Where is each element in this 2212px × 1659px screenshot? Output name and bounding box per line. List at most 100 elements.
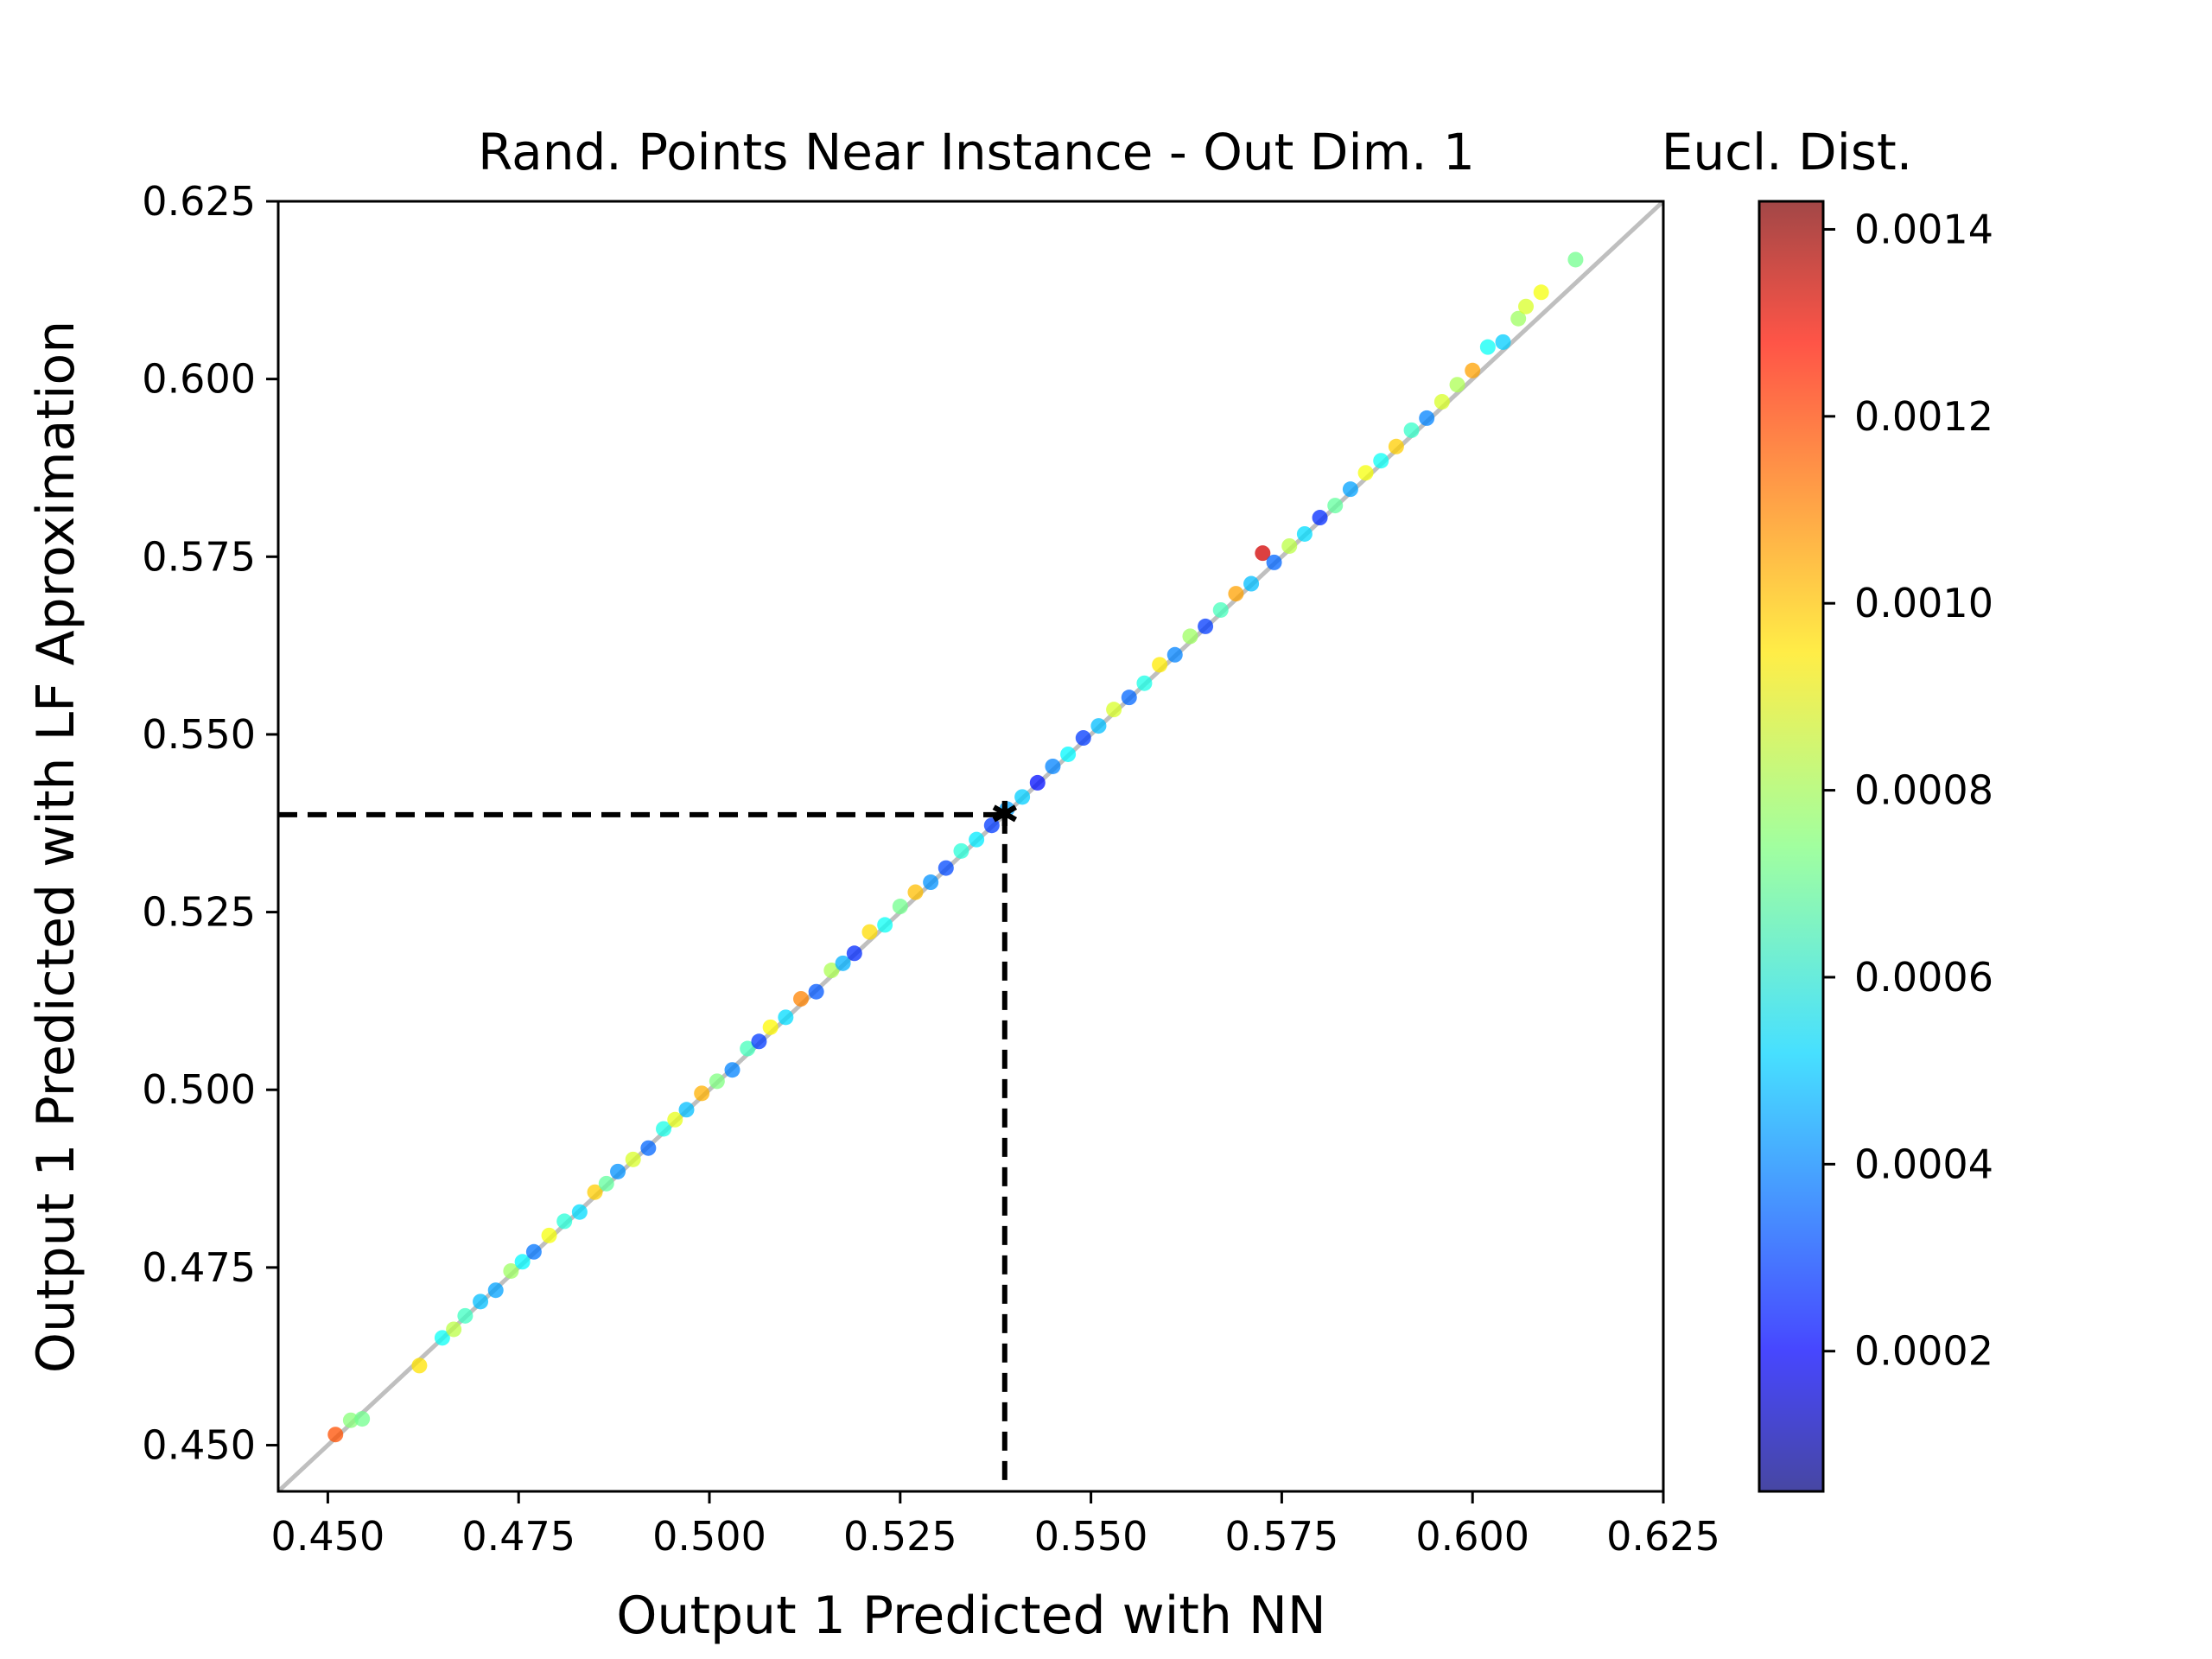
plot-frame — [276, 200, 1665, 1493]
scatter-point — [808, 983, 824, 1000]
scatter-point — [953, 842, 969, 859]
colorbar-tick-label: 0.0006 — [1854, 954, 1993, 1001]
scatter-point — [1465, 362, 1481, 378]
scatter-point — [1388, 438, 1404, 454]
chart-title: Rand. Points Near Instance - Out Dim. 1 — [478, 123, 1475, 181]
scatter-point — [1433, 393, 1450, 410]
scatter-point — [923, 874, 939, 891]
scatter-point — [556, 1213, 573, 1230]
scatter-point — [1479, 339, 1496, 355]
y-tick-label: 0.475 — [142, 1244, 256, 1291]
y-tick-label: 0.500 — [142, 1066, 256, 1113]
colorbar-label: Eucl. Dist. — [1662, 123, 1912, 181]
scatter-point — [457, 1307, 474, 1324]
scatter-point — [446, 1321, 462, 1338]
scatter-point — [892, 899, 908, 915]
colorbar-tick-label: 0.0002 — [1854, 1328, 1993, 1375]
scatter-point — [1357, 465, 1374, 481]
scatter-point — [667, 1111, 683, 1128]
scatter-point — [1373, 453, 1389, 469]
scatter-point — [999, 801, 1015, 817]
scatter-point — [792, 990, 809, 1007]
x-axis-label: Output 1 Predicted with NN — [616, 1586, 1326, 1646]
colorbar-tick-label: 0.0004 — [1854, 1141, 1993, 1187]
scatter-point — [411, 1357, 428, 1374]
x-tick-label: 0.500 — [652, 1513, 766, 1560]
scatter-point — [1281, 537, 1298, 554]
y-tick-label: 0.575 — [142, 533, 256, 580]
scatter-point — [1533, 284, 1549, 301]
scatter-point — [1510, 310, 1527, 327]
scatter-point — [694, 1085, 710, 1102]
scatter-point — [907, 884, 924, 900]
x-axis-ticks: 0.450 0.475 0.500 0.525 0.550 0.575 0.600 0.625 — [271, 1491, 1720, 1560]
scatter-point — [327, 1427, 344, 1443]
scatter-point — [610, 1163, 626, 1179]
scatter-point — [846, 945, 862, 962]
scatter-point — [751, 1033, 767, 1050]
x-tick-label: 0.475 — [461, 1513, 575, 1560]
scatter-point — [598, 1175, 614, 1192]
scatter-point — [1014, 789, 1031, 805]
scatter-point — [1182, 628, 1198, 645]
scatter-point — [983, 817, 1000, 834]
y-tick-label: 0.625 — [142, 178, 256, 225]
scatter-point — [1419, 410, 1435, 426]
plot-area: ✱ — [276, 200, 1665, 1493]
colorbar-tick-label: 0.0008 — [1854, 767, 1993, 814]
scatter-point — [1403, 422, 1420, 438]
scatter-point — [354, 1411, 371, 1427]
x-tick-label: 0.600 — [1415, 1513, 1529, 1560]
colorbar-gradient — [1758, 200, 1825, 1493]
scatter-point — [1060, 746, 1077, 762]
scatter-point — [1312, 510, 1328, 526]
scatter-point — [877, 917, 893, 933]
scatter-point — [434, 1330, 450, 1346]
scatter-point — [1255, 545, 1271, 562]
scatter-point — [835, 955, 851, 971]
scatter-point — [525, 1243, 542, 1260]
scatter-point — [1327, 498, 1344, 514]
scatter-point — [1090, 718, 1107, 734]
scatter-point — [656, 1121, 672, 1137]
colorbar-tick-label: 0.0010 — [1854, 580, 1993, 626]
y-tick-label: 0.600 — [142, 356, 256, 403]
scatter-point — [342, 1412, 359, 1428]
scatter-point — [1212, 601, 1229, 618]
x-tick-label: 0.550 — [1034, 1513, 1148, 1560]
colorbar: 0.0002 0.0004 0.0006 0.0008 0.0010 0.0012 0.00… — [1758, 200, 1993, 1493]
x-tick-label: 0.575 — [1225, 1513, 1339, 1560]
y-axis-ticks: 0.450 0.475 0.500 0.525 0.550 0.575 0.600 0.625 — [142, 178, 278, 1469]
colorbar-ticks: 0.0002 0.0004 0.0006 0.0008 0.0010 0.0012 0.00… — [1823, 206, 1993, 1375]
scatter-point — [1198, 618, 1214, 634]
scatter-point — [541, 1227, 557, 1243]
scatter-point — [1152, 657, 1168, 673]
y-tick-label: 0.550 — [142, 711, 256, 758]
scatter-point — [571, 1204, 588, 1220]
scatter-point — [1296, 525, 1313, 542]
scatter-point — [724, 1062, 741, 1078]
scatter-point — [1136, 675, 1153, 691]
scatter-points — [327, 251, 1584, 1443]
colorbar-tick-label: 0.0014 — [1854, 206, 1993, 252]
scatter-point — [778, 1009, 794, 1026]
instance-marker: ✱ — [990, 795, 1020, 835]
scatter-point — [762, 1019, 779, 1035]
scatter-point — [1243, 575, 1260, 592]
y-axis-label: Output 1 Predicted with LF Aproximation — [26, 321, 86, 1374]
scatter-point — [625, 1151, 641, 1167]
scatter-point — [587, 1184, 603, 1200]
colorbar-tick-label: 0.0012 — [1854, 393, 1993, 440]
x-tick-label: 0.525 — [843, 1513, 957, 1560]
scatter-point — [1567, 251, 1584, 268]
scatter-point — [1342, 481, 1358, 498]
scatter-point — [1266, 554, 1282, 570]
x-tick-label: 0.625 — [1606, 1513, 1720, 1560]
scatter-point — [1518, 298, 1535, 315]
scatter-point — [1075, 730, 1091, 747]
y-tick-label: 0.525 — [142, 889, 256, 936]
scatter-point — [823, 963, 840, 979]
scatter-point — [487, 1282, 504, 1299]
scatter-point — [1121, 690, 1137, 706]
